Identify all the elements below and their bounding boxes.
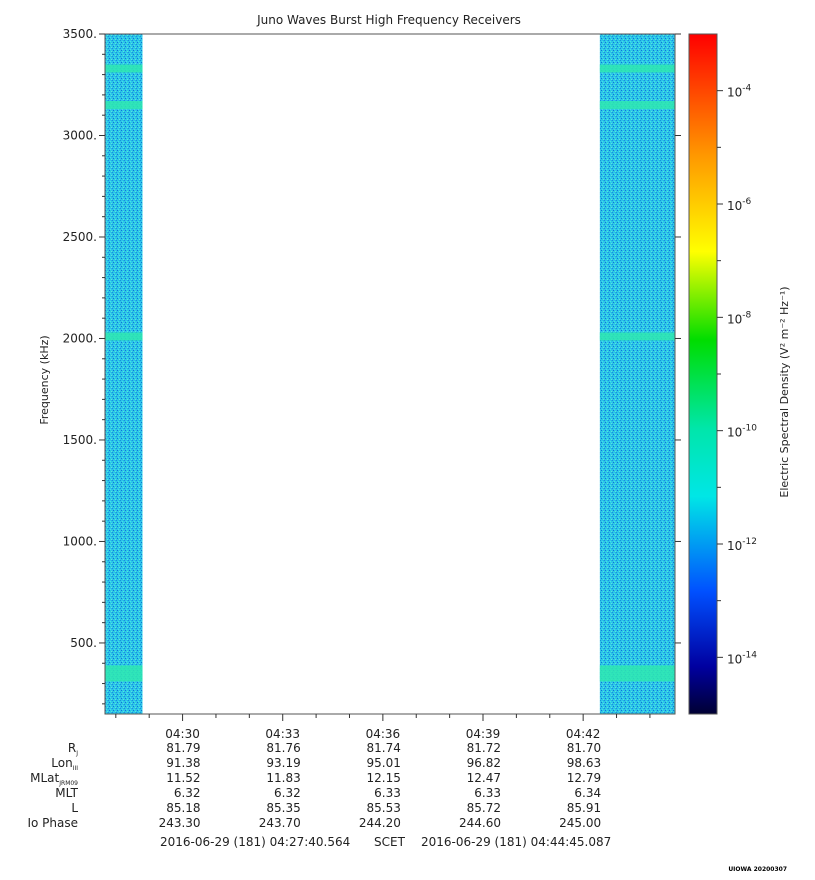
- ephemeris-value: 98.63: [567, 756, 601, 770]
- colorbar-tick-exponent: -14: [742, 650, 757, 660]
- colorbar-tick-exponent: -6: [742, 197, 751, 207]
- chart-title: Juno Waves Burst High Frequency Receiver…: [256, 13, 521, 27]
- ephemeris-row-subscript: JRM09: [58, 780, 78, 787]
- emission-band: [599, 101, 675, 110]
- time-footer-start: 2016-06-29 (181) 04:27:40.564: [160, 835, 350, 849]
- ephemeris-value: 244.20: [359, 816, 401, 830]
- x-tick-label: 04:30: [165, 727, 200, 741]
- ephemeris-value: 6.33: [374, 786, 401, 800]
- emission-band: [599, 665, 675, 682]
- data-block-0: [104, 34, 143, 714]
- y-tick-label: 500.: [70, 636, 97, 650]
- x-axis: 04:30 04:33 04:36 04:39 04:42: [115, 714, 651, 741]
- colorbar-tick-exponent: -10: [742, 424, 757, 434]
- y-tick-label: 1500.: [63, 433, 97, 447]
- y-tick-label: 3500.: [63, 27, 97, 41]
- ephemeris-value: 95.01: [367, 756, 401, 770]
- colorbar: 10-14 10-12 10-10 10-8 10-6 10-4: [688, 33, 757, 715]
- ephemeris-row-label: Io Phase: [27, 816, 78, 830]
- ephemeris-row-label: MLatJRM09: [30, 771, 78, 787]
- time-footer-frame: SCET: [374, 835, 406, 849]
- emission-band: [104, 64, 143, 73]
- ephemeris-value: 11.52: [166, 771, 200, 785]
- ephemeris-value: 6.33: [474, 786, 501, 800]
- y-tick-label: 2500.: [63, 230, 97, 244]
- colorbar-tick-label: 10-6: [727, 197, 752, 213]
- ephemeris-value: 6.32: [174, 786, 201, 800]
- colorbar-tick-exponent: -8: [742, 310, 751, 320]
- colorbar-tick-label: 10-8: [727, 310, 752, 326]
- colorbar-tick-label: 10-12: [727, 537, 757, 553]
- y-axis: 500. 1000. 1500. 2000. 2500. 3000. 3500.: [63, 27, 681, 705]
- ephemeris-row-subscript: III: [73, 765, 79, 772]
- ephemeris-value: 85.91: [567, 801, 601, 815]
- ephemeris-value: 85.72: [467, 801, 501, 815]
- ephemeris-value: 81.72: [467, 741, 501, 755]
- y-axis-label: Frequency (kHz): [38, 335, 51, 424]
- ephemeris-row-label: MLT: [55, 786, 78, 800]
- colorbar-tick-label: 10-14: [727, 650, 757, 666]
- ephemeris-value: 81.70: [567, 741, 601, 755]
- ephemeris-value: 81.74: [367, 741, 401, 755]
- x-tick-label: 04:39: [466, 727, 501, 741]
- time-footer-end: 2016-06-29 (181) 04:44:45.087: [421, 835, 611, 849]
- x-tick-label: 04:33: [265, 727, 300, 741]
- colorbar-tick-exponent: -4: [742, 84, 751, 94]
- colorbar-tick-exponent: -12: [742, 537, 757, 547]
- time-footer: 2016-06-29 (181) 04:27:40.564 SCET 2016-…: [160, 835, 611, 849]
- ephemeris-row-label: RJ: [68, 741, 78, 757]
- ephemeris-row-label: LonIII: [51, 756, 78, 772]
- emission-band: [104, 665, 143, 682]
- emission-band: [599, 64, 675, 73]
- ephemeris-value: 12.79: [567, 771, 601, 785]
- ephemeris-value: 6.32: [274, 786, 301, 800]
- ephemeris-value: 96.82: [467, 756, 501, 770]
- y-tick-label: 3000.: [63, 128, 97, 142]
- colorbar-tick-label: 10-10: [727, 424, 757, 440]
- ephemeris-value: 85.35: [266, 801, 300, 815]
- ephemeris-table: RJ 81.79 81.76 81.74 81.72 81.70 LonIII 91.38 93…: [27, 741, 601, 830]
- ephemeris-value: 81.79: [166, 741, 200, 755]
- ephemeris-value: 243.70: [259, 816, 301, 830]
- ephemeris-value: 243.30: [159, 816, 201, 830]
- plot-area: [104, 33, 676, 715]
- ephemeris-value: 85.18: [166, 801, 200, 815]
- y-tick-label: 2000.: [63, 331, 97, 345]
- plot-frame: [104, 33, 676, 715]
- ephemeris-value: 81.76: [266, 741, 300, 755]
- data-block-1: [599, 34, 675, 714]
- x-tick-label: 04:42: [566, 727, 601, 741]
- ephemeris-value: 244.60: [459, 816, 501, 830]
- emission-band: [599, 332, 675, 341]
- colorbar-tick-label: 10-4: [727, 84, 752, 100]
- plot-background: [105, 34, 675, 714]
- y-tick-label: 1000.: [63, 534, 97, 548]
- ephemeris-value: 91.38: [166, 756, 200, 770]
- x-tick-label: 04:36: [366, 727, 401, 741]
- colorbar-label: Electric Spectral Density (V² m⁻² Hz⁻¹): [778, 286, 791, 497]
- ephemeris-row-label: L: [71, 801, 78, 815]
- emission-band: [104, 332, 143, 341]
- ephemeris-value: 93.19: [266, 756, 300, 770]
- ephemeris-row-subscript: J: [75, 750, 78, 757]
- ephemeris-value: 12.15: [367, 771, 401, 785]
- emission-band: [104, 101, 143, 110]
- footer-note: UIOWA 20200307: [728, 866, 787, 873]
- colorbar-gradient: [688, 33, 718, 715]
- ephemeris-value: 11.83: [266, 771, 300, 785]
- ephemeris-value: 245.00: [559, 816, 601, 830]
- ephemeris-value: 85.53: [367, 801, 401, 815]
- ephemeris-value: 12.47: [467, 771, 501, 785]
- ephemeris-value: 6.34: [574, 786, 601, 800]
